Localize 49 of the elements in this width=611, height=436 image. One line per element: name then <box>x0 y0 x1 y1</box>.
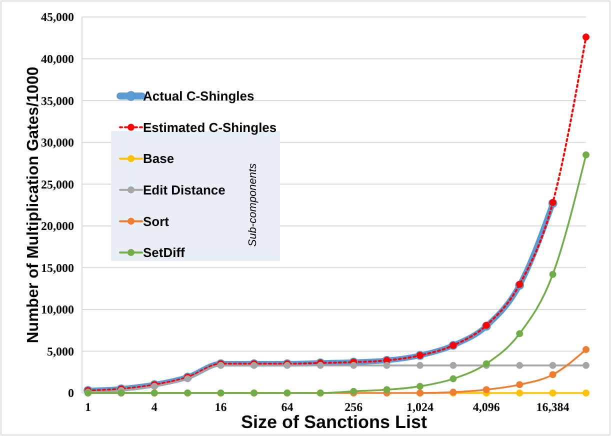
point <box>450 362 457 369</box>
point <box>582 34 590 41</box>
x-tick-label: 1,024 <box>406 400 434 414</box>
point <box>482 386 490 394</box>
y-tick-label: 15,000 <box>41 260 74 275</box>
point <box>516 390 524 396</box>
point <box>549 270 556 278</box>
legend-label: Edit Distance <box>143 182 226 198</box>
x-tick-label: 16 <box>214 400 227 414</box>
point <box>383 386 390 394</box>
point <box>582 390 590 396</box>
x-tick-label: 4 <box>151 400 158 414</box>
legend-label: Estimated C-Shingles <box>143 120 277 135</box>
legend-label: Sort <box>143 214 170 229</box>
point <box>582 362 590 369</box>
x-tick-label: 1 <box>85 400 91 414</box>
point <box>582 151 590 158</box>
x-tick-label: 256 <box>344 400 363 414</box>
x-tick-label: 16,384 <box>536 400 570 414</box>
x-axis-title: Size of Sanctions List <box>240 412 428 432</box>
point <box>416 382 424 390</box>
point <box>549 371 556 378</box>
legend-label: SetDiff <box>143 245 186 260</box>
y-tick-label: 5,000 <box>47 344 74 358</box>
point <box>350 362 358 369</box>
point <box>383 362 390 369</box>
y-tick-label: 25,000 <box>41 177 74 192</box>
point <box>516 330 524 338</box>
legend-label: Actual C-Shingles <box>143 88 254 104</box>
y-tick-label: 40,000 <box>41 52 74 66</box>
point <box>416 362 424 369</box>
point <box>516 381 524 388</box>
y-axis-title: Number of Multiplication Gates/1000 <box>25 66 42 344</box>
x-tick-label: 64 <box>281 400 294 414</box>
y-tick-label: 30,000 <box>41 136 74 150</box>
point <box>549 390 556 396</box>
y-tick-label: 0 <box>68 386 74 400</box>
y-tick-label: 45,000 <box>41 10 74 24</box>
point <box>450 375 457 382</box>
y-tick-label: 35,000 <box>41 94 74 108</box>
point <box>582 346 590 354</box>
y-tick-label: 10,000 <box>41 302 74 317</box>
annotation: Sub-components <box>247 162 259 247</box>
x-tick-label: 4,096 <box>472 400 500 414</box>
point <box>549 362 556 369</box>
y-tick-label: 20,000 <box>41 219 74 234</box>
legend-label: Base <box>143 151 174 166</box>
point <box>516 362 524 369</box>
point <box>316 362 324 369</box>
